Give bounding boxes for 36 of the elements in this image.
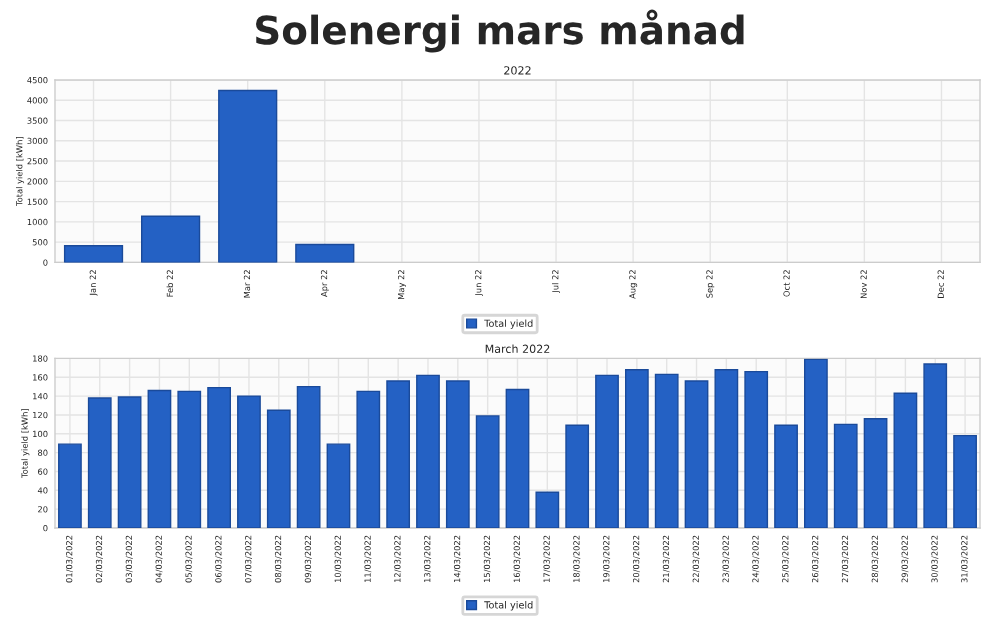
bar [141,215,201,263]
bar [296,385,321,528]
bar [416,374,440,528]
bar [505,388,530,528]
bar [356,390,381,528]
bar [893,392,918,528]
bar [295,243,355,263]
bar [177,390,202,528]
bar [147,389,172,528]
bar [923,363,948,528]
bar [953,434,977,528]
bar [445,380,470,528]
chart-title: Solenergi mars månad [256,9,744,53]
bar [386,380,411,528]
bar [774,424,798,528]
bar [624,369,649,528]
bar [63,245,124,263]
bar [326,443,351,528]
bar [804,358,828,528]
bar [207,386,231,528]
bar [218,89,278,263]
bar [535,491,560,528]
bar [654,373,679,528]
bar [475,415,500,528]
bar [117,396,142,528]
bar [833,423,858,528]
bar [87,397,112,528]
bar [684,380,709,528]
bar [237,395,261,528]
bar [266,409,291,528]
bar [565,424,590,528]
bar [58,443,82,528]
bar [744,370,769,528]
bar [863,418,888,528]
bar [595,374,619,528]
bar [714,369,739,528]
